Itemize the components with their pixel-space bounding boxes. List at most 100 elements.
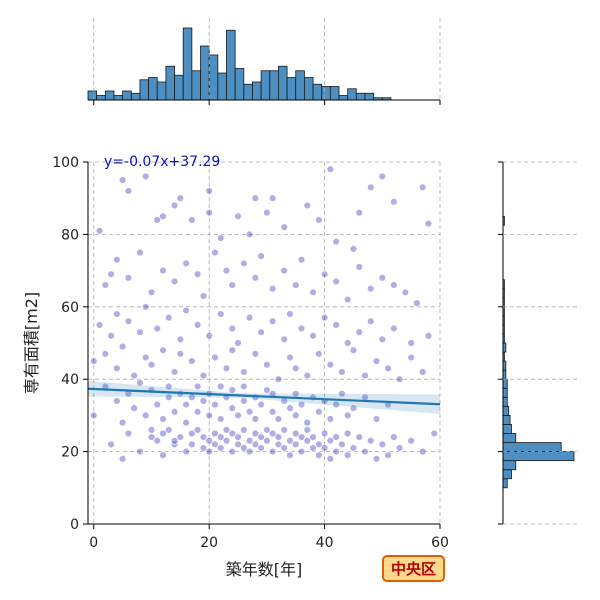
data-point (211, 429, 219, 438)
data-point (280, 223, 288, 231)
data-point (251, 429, 260, 438)
data-point (268, 285, 277, 293)
x-tick-label: 60 (431, 535, 449, 551)
y-tick-label: 0 (70, 517, 79, 533)
data-point (349, 404, 358, 412)
data-point (372, 455, 381, 463)
data-point (101, 281, 110, 289)
data-point (338, 440, 346, 449)
top-histogram-bar (321, 86, 331, 101)
y-tick-label: 80 (61, 227, 79, 243)
data-point (263, 208, 271, 217)
data-point (401, 288, 410, 297)
data-point (245, 313, 254, 322)
data-point (378, 172, 386, 181)
data-point (251, 350, 260, 358)
top-histogram-bar (364, 92, 375, 101)
data-point (315, 451, 323, 459)
data-point (188, 216, 196, 224)
top-histogram-bar (355, 92, 366, 101)
data-point (326, 455, 335, 463)
data-point (320, 270, 329, 278)
data-point (395, 375, 404, 383)
data-point (367, 183, 375, 192)
data-point (234, 411, 242, 420)
data-point (193, 408, 202, 416)
y-tick-label: 20 (61, 445, 79, 461)
top-histogram-bar (260, 70, 271, 101)
data-point (292, 411, 300, 420)
data-point (320, 429, 329, 438)
y-tick-label: 100 (52, 155, 79, 171)
data-point (228, 346, 236, 354)
right-histogram-bar (502, 414, 511, 425)
data-point (286, 404, 294, 412)
y-tick-label: 40 (61, 372, 79, 388)
top-histogram-bar (165, 65, 175, 101)
data-point (193, 270, 202, 278)
data-point (182, 259, 190, 268)
data-point (107, 270, 115, 278)
data-point (228, 404, 236, 412)
data-point (170, 437, 179, 445)
data-point (245, 230, 254, 239)
data-point (286, 353, 294, 362)
data-point (113, 364, 121, 373)
data-point (211, 248, 219, 257)
data-point (170, 277, 179, 286)
data-point (222, 437, 231, 445)
data-point (407, 353, 415, 362)
data-point (142, 303, 150, 311)
right-histogram-bar (502, 396, 508, 407)
data-point (326, 415, 335, 423)
data-point (176, 194, 185, 202)
x-axis-label: 築年数[年] (226, 560, 303, 579)
data-point (326, 165, 335, 173)
data-point (384, 451, 392, 459)
data-point (165, 382, 173, 391)
data-point (170, 201, 179, 210)
top-histogram-bar (278, 65, 288, 101)
data-point (343, 339, 352, 347)
data-point (297, 433, 306, 441)
data-point (332, 237, 340, 246)
data-point (268, 317, 277, 325)
data-point (320, 444, 329, 452)
data-point (176, 350, 185, 358)
data-point (309, 433, 317, 441)
data-point (251, 440, 260, 449)
data-point (159, 451, 167, 459)
data-point (309, 444, 317, 452)
data-point (245, 437, 254, 445)
data-point (228, 324, 236, 333)
data-point (263, 361, 271, 369)
data-point (349, 346, 358, 354)
data-point (390, 324, 398, 333)
right-histogram-bar (502, 424, 512, 434)
data-point (268, 194, 277, 202)
data-point (418, 447, 427, 456)
data-point (182, 400, 190, 409)
data-point (182, 306, 190, 315)
data-point (222, 266, 231, 275)
data-point (228, 281, 236, 289)
data-point (193, 382, 202, 391)
data-point (182, 447, 190, 456)
top-histogram-bar (156, 81, 167, 101)
right-histogram-bar (502, 469, 512, 480)
data-point (349, 245, 358, 253)
data-point (349, 444, 358, 452)
data-point (222, 364, 231, 373)
data-point (217, 415, 225, 423)
data-point (118, 418, 127, 427)
right-histogram-bar (502, 451, 575, 462)
top-histogram-bar (269, 70, 279, 101)
data-point (268, 408, 277, 416)
data-point (182, 418, 190, 427)
data-point (303, 426, 311, 434)
data-point (320, 313, 329, 322)
right-histogram-bar (502, 387, 508, 398)
top-histogram-bar (243, 83, 253, 101)
data-point (378, 335, 386, 344)
